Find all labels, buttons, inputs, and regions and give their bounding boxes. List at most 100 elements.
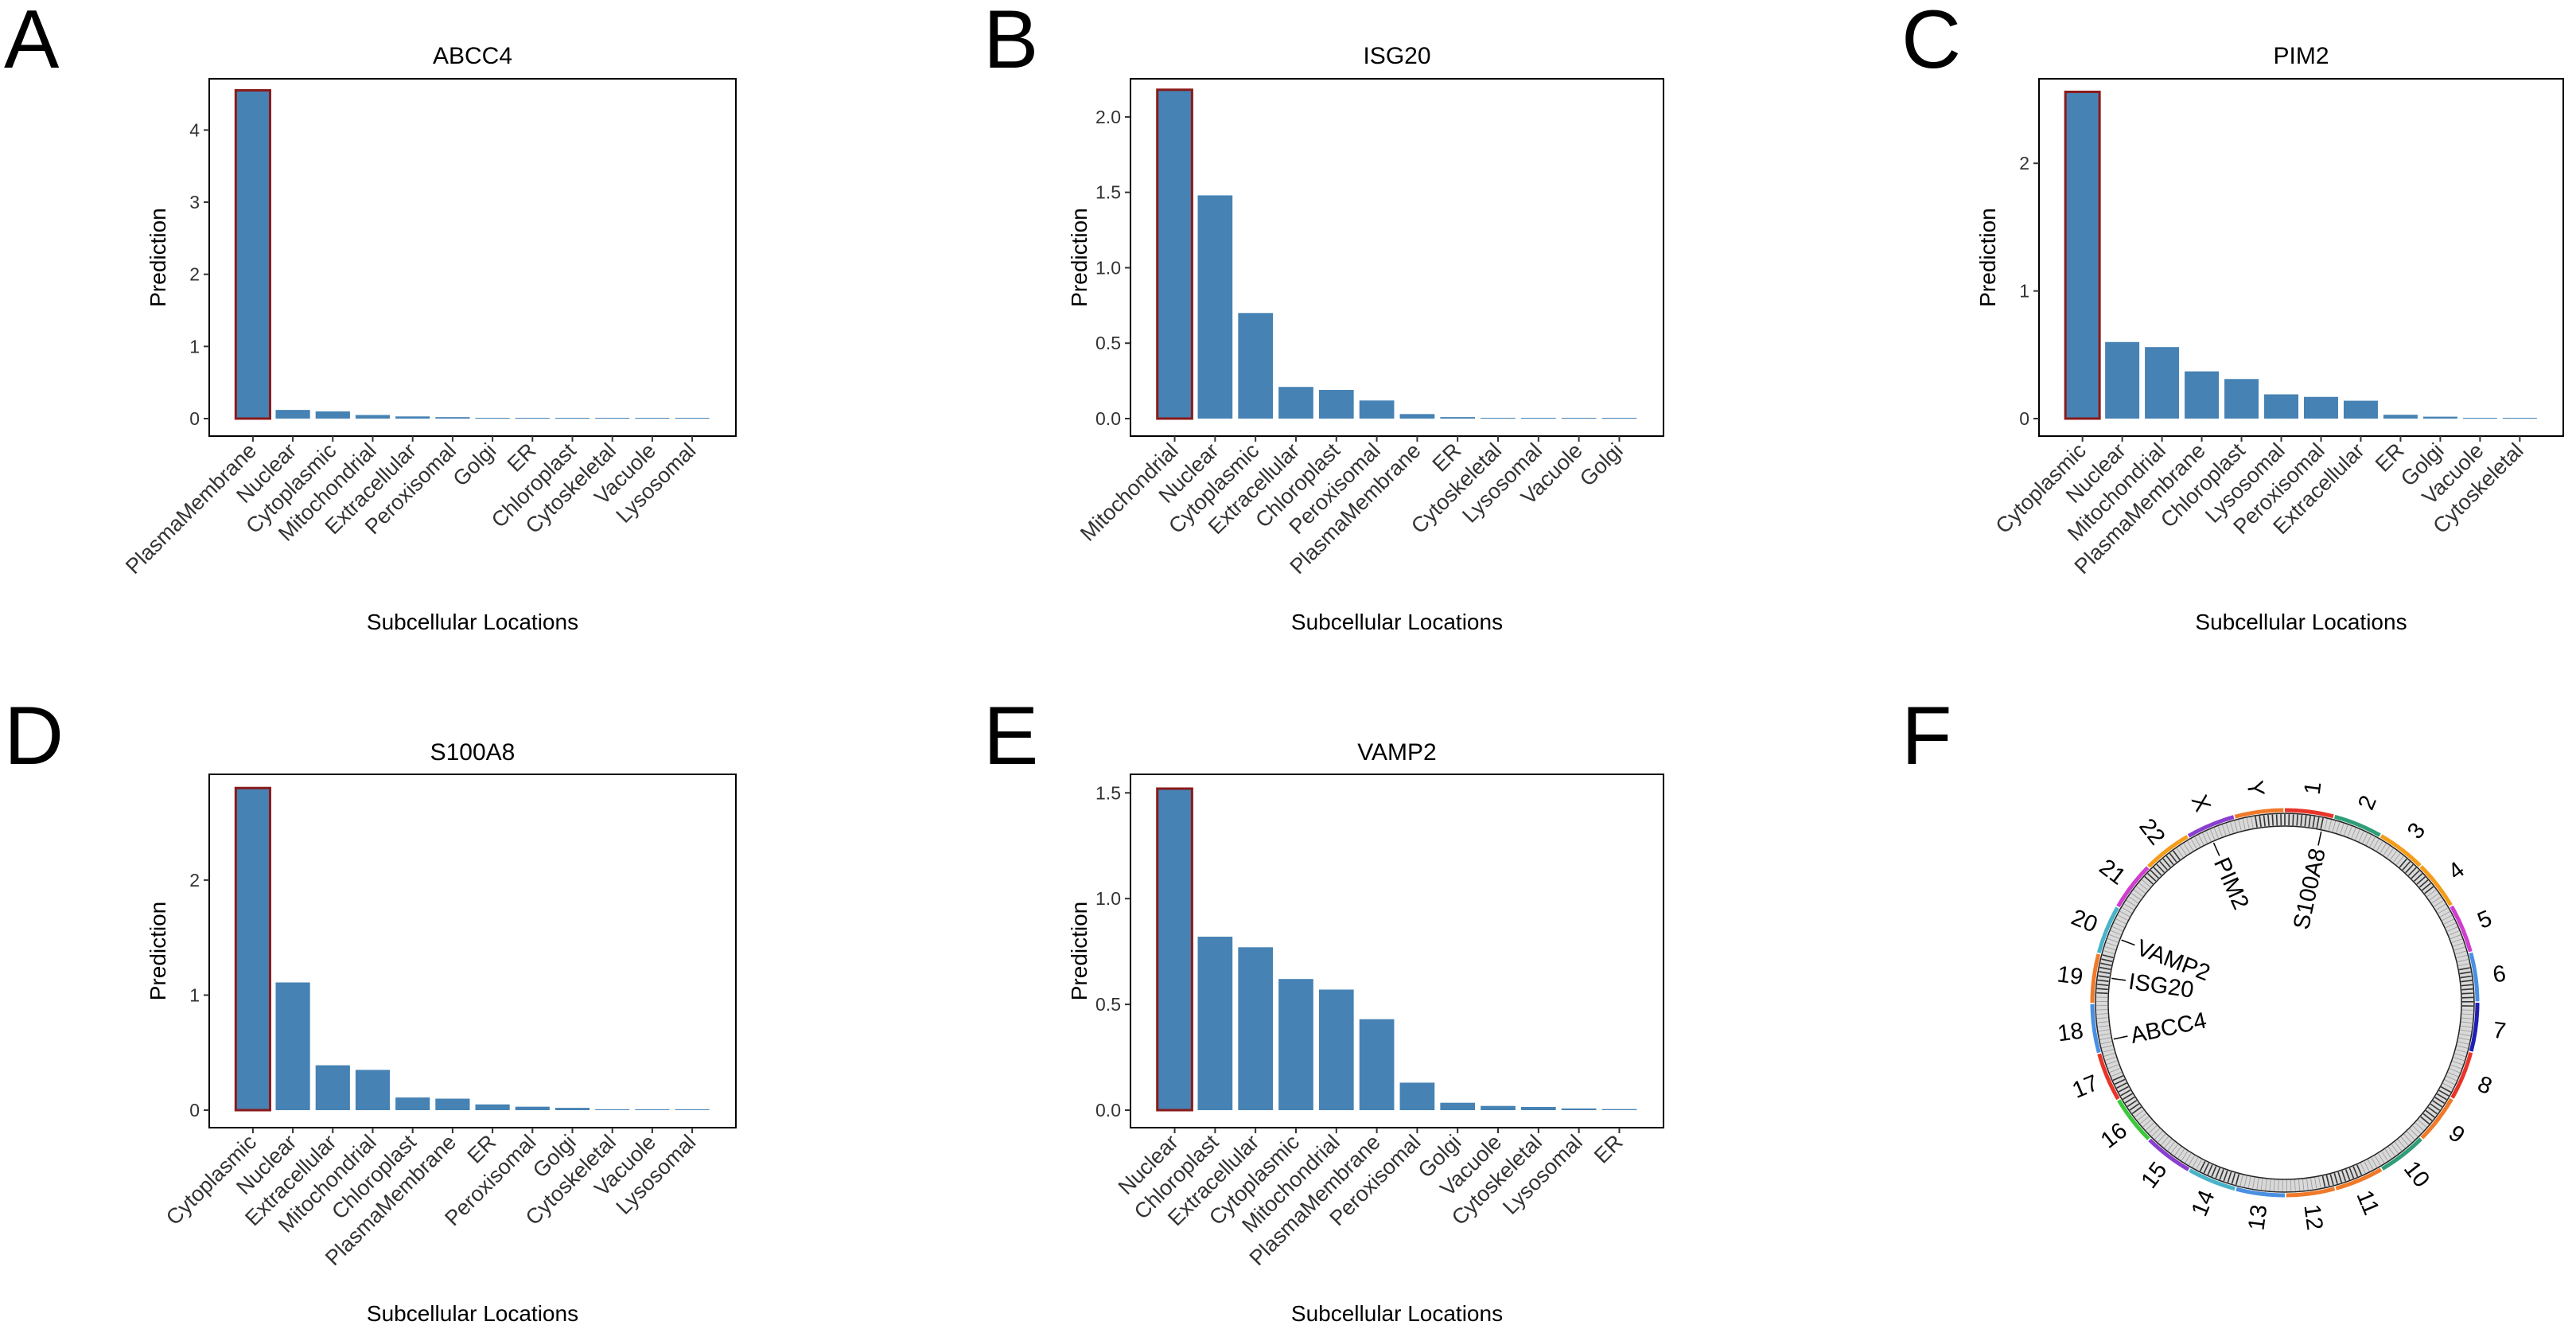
cytoband-tick — [2256, 1178, 2259, 1190]
cytoband-tick — [2120, 1089, 2131, 1097]
cytoband-tick — [2247, 1176, 2251, 1188]
plot-frame — [208, 774, 737, 1128]
cytoband-tick — [2447, 1072, 2459, 1078]
cytoband-tick — [2407, 867, 2417, 876]
cytoband-tick — [2414, 873, 2423, 882]
chart-vamp2: VAMP20.00.51.01.5PredictionNuclearChloro… — [1067, 739, 1664, 1326]
cytoband-tick — [2205, 831, 2212, 842]
cytoband-tick — [2177, 1148, 2185, 1159]
gene-label-abcc4: ABCC4 — [2128, 1007, 2208, 1048]
chromosome-arc-8 — [2450, 1051, 2473, 1099]
ideogram-outer-edge — [2095, 813, 2475, 1193]
cytoband-tick — [2336, 822, 2341, 833]
bar-cytoskeletal — [1481, 418, 1516, 419]
cytoband-tick — [2449, 1068, 2461, 1074]
cytoband-tick — [2252, 1177, 2255, 1189]
chromosome-label-6: 6 — [2492, 961, 2508, 988]
cytoband-tick — [2362, 832, 2368, 844]
cytoband-tick — [2461, 1025, 2473, 1028]
chromosome-label-13: 13 — [2244, 1203, 2273, 1232]
cytoband-tick — [2450, 934, 2461, 940]
plot-frame — [1130, 78, 1664, 437]
gene-marker-s100a8 — [2317, 831, 2322, 846]
bar-nuclear — [275, 982, 310, 1110]
cytoband-tick — [2103, 1049, 2114, 1053]
cytoband-tick — [2239, 1175, 2243, 1187]
cytoband-tick — [2415, 1122, 2424, 1131]
cytoband-tick — [2348, 1167, 2355, 1179]
y-tick-label: 1.0 — [1095, 888, 1121, 909]
cytoband-tick — [2223, 1170, 2228, 1182]
cytoband-tick — [2238, 820, 2242, 831]
cytoband-tick — [2431, 896, 2442, 904]
chromosome-arc-10 — [2381, 1137, 2422, 1171]
plot-frame — [2038, 78, 2564, 437]
chromosome-label-4: 4 — [2444, 857, 2469, 885]
cytoband-tick — [2461, 1021, 2473, 1023]
cytoband-tick — [2138, 883, 2148, 891]
cytoband-tick — [2402, 861, 2411, 871]
cytoband-tick — [2127, 1100, 2138, 1108]
bar-plasmamembrane — [2185, 371, 2220, 419]
cytoband-tick — [2215, 1167, 2221, 1179]
cytoband-tick — [2440, 911, 2450, 918]
bar-extracellular — [1238, 947, 1274, 1110]
cytoband-tick — [2207, 1164, 2213, 1175]
cytoband-tick — [2458, 967, 2471, 971]
cytoband-tick — [2130, 893, 2141, 900]
cytoband-tick — [2136, 886, 2146, 894]
y-axis-title: Prediction — [146, 902, 170, 1001]
y-axis-title: Prediction — [1067, 902, 1091, 1001]
cytoband-tick — [2096, 1009, 2108, 1011]
bar-chloroplast — [395, 1097, 430, 1110]
cytoband-tick — [2298, 1179, 2300, 1191]
chart-title: PIM2 — [2273, 43, 2329, 69]
cytoband-tick — [2099, 971, 2111, 974]
cytoband-tick — [2356, 1164, 2363, 1175]
cytoband-tick — [2314, 1177, 2317, 1189]
bar-plasmamembrane — [234, 89, 271, 420]
bar-chloroplast — [2224, 379, 2259, 419]
x-axis-title: Subcellular Locations — [367, 610, 578, 634]
cytoband-tick — [2429, 893, 2439, 901]
chromosome-label-22: 22 — [2134, 814, 2169, 850]
cytoband-tick — [2409, 1128, 2418, 1137]
cytoband-tick — [2265, 1179, 2267, 1191]
cytoband-tick — [2457, 1041, 2469, 1045]
cytoband-tick — [2187, 840, 2194, 852]
cytoband-tick — [2459, 1033, 2471, 1036]
cytoband-tick — [2230, 821, 2234, 833]
cytoband-tick — [2116, 1082, 2127, 1089]
bar-er — [2383, 415, 2418, 419]
chart-title: S100A8 — [430, 739, 516, 766]
bar-nuclear — [1156, 787, 1193, 1112]
cytoband-tick — [2320, 817, 2324, 829]
cytoband-tick — [2443, 918, 2454, 925]
cytoband-tick — [2259, 816, 2262, 828]
cytoband-tick — [2422, 883, 2431, 891]
y-axis-title: Prediction — [146, 208, 170, 307]
cytoband-tick — [2352, 1166, 2359, 1177]
bar-plasmamembrane — [1359, 1019, 1395, 1110]
bar-golgi — [1601, 418, 1637, 419]
cytoband-tick — [2329, 1174, 2334, 1186]
chromosome-arc-16 — [2117, 1099, 2150, 1140]
cytoband-tick — [2369, 836, 2376, 848]
panel-letter-d: D — [4, 690, 64, 782]
y-tick-label: 1 — [189, 984, 200, 1005]
cytoband-tick — [2096, 992, 2108, 995]
x-axis-title: Subcellular Locations — [2195, 610, 2407, 634]
cytoband-tick — [2158, 1133, 2166, 1143]
cytoband-tick — [2190, 839, 2197, 849]
bar-chloroplast — [1318, 389, 1354, 419]
bar-vacuole — [2462, 418, 2497, 419]
cytoband-tick — [2383, 845, 2391, 855]
cytoband-tick — [2449, 930, 2460, 936]
chromosome-label-21: 21 — [2094, 854, 2130, 890]
cytoband-tick — [2096, 1017, 2108, 1019]
cytoband-tick — [2161, 1136, 2169, 1146]
panel-letter-a: A — [4, 0, 60, 86]
cytoband-tick — [2365, 835, 2372, 846]
cytoband-tick — [2117, 914, 2128, 921]
